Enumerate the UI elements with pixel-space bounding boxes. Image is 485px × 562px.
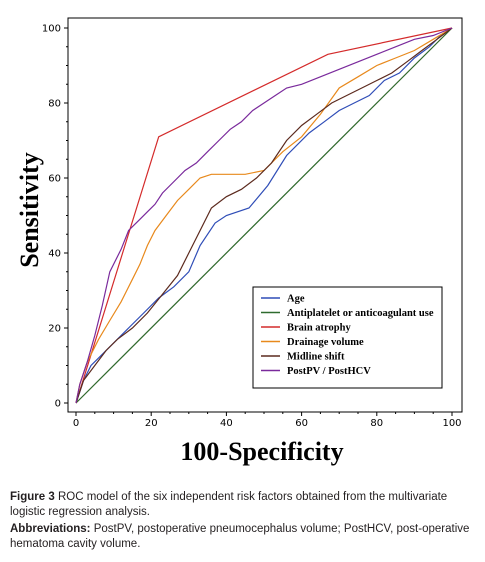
y-tick-label: 100 — [42, 24, 61, 35]
x-tick-label: 0 — [73, 418, 79, 429]
y-tick-label: 20 — [48, 324, 61, 335]
x-tick-label: 100 — [442, 418, 461, 429]
roc-curve-drainage-volume — [75, 27, 453, 404]
roc-curve-midline-shift — [75, 27, 453, 404]
y-axis-ticks: 0 20 40 60 80 100 — [42, 24, 68, 410]
legend: Age Antiplatelet or anticoagulant use Brai… — [252, 286, 443, 389]
y-tick-label: 40 — [48, 249, 61, 260]
x-tick-label: 60 — [295, 418, 308, 429]
figure-caption-line: Figure 3 ROC model of the six independen… — [10, 490, 475, 520]
roc-curve-brain-atrophy — [75, 27, 453, 404]
abbreviations-line: Abbreviations: PostPV, postoperative pne… — [10, 522, 475, 552]
y-axis-title: Sensitivity — [15, 152, 44, 268]
legend-label: Brain atrophy — [287, 323, 351, 334]
x-tick-label: 40 — [220, 418, 233, 429]
roc-chart: 0 20 40 60 80 100 0 20 40 60 80 100 100-Specificit… — [15, 17, 463, 466]
figure-label: Figure 3 — [10, 491, 55, 503]
legend-label: Age — [287, 294, 305, 305]
roc-curves — [75, 27, 453, 404]
y-tick-label: 80 — [48, 99, 61, 110]
plot-area: 0 20 40 60 80 100 0 20 40 60 80 100 — [42, 17, 463, 429]
y-tick-label: 60 — [48, 174, 61, 185]
x-tick-label: 20 — [145, 418, 158, 429]
figure-caption: Figure 3 ROC model of the six independen… — [10, 490, 475, 554]
legend-label: Midline shift — [287, 352, 345, 363]
x-axis-title: 100-Specificity — [180, 437, 343, 466]
abbreviations-label: Abbreviations: — [10, 523, 91, 535]
roc-curve-postpv-posthcv — [75, 27, 453, 404]
legend-label: Drainage volume — [287, 337, 364, 348]
abbreviations-text: PostPV, postoperative pneumocephalus vol… — [10, 523, 470, 550]
figure-caption-text: ROC model of the six independent risk fa… — [10, 491, 448, 518]
legend-label: PostPV / PostHCV — [287, 366, 371, 377]
legend-label: Antiplatelet or anticoagulant use — [287, 308, 434, 319]
x-tick-label: 80 — [370, 418, 383, 429]
x-axis-ticks: 0 20 40 60 80 100 — [73, 412, 462, 429]
roc-curve-antiplatelet-or-anticoagulant-use — [75, 27, 453, 404]
legend-box — [252, 286, 443, 389]
y-tick-label: 0 — [55, 399, 61, 410]
